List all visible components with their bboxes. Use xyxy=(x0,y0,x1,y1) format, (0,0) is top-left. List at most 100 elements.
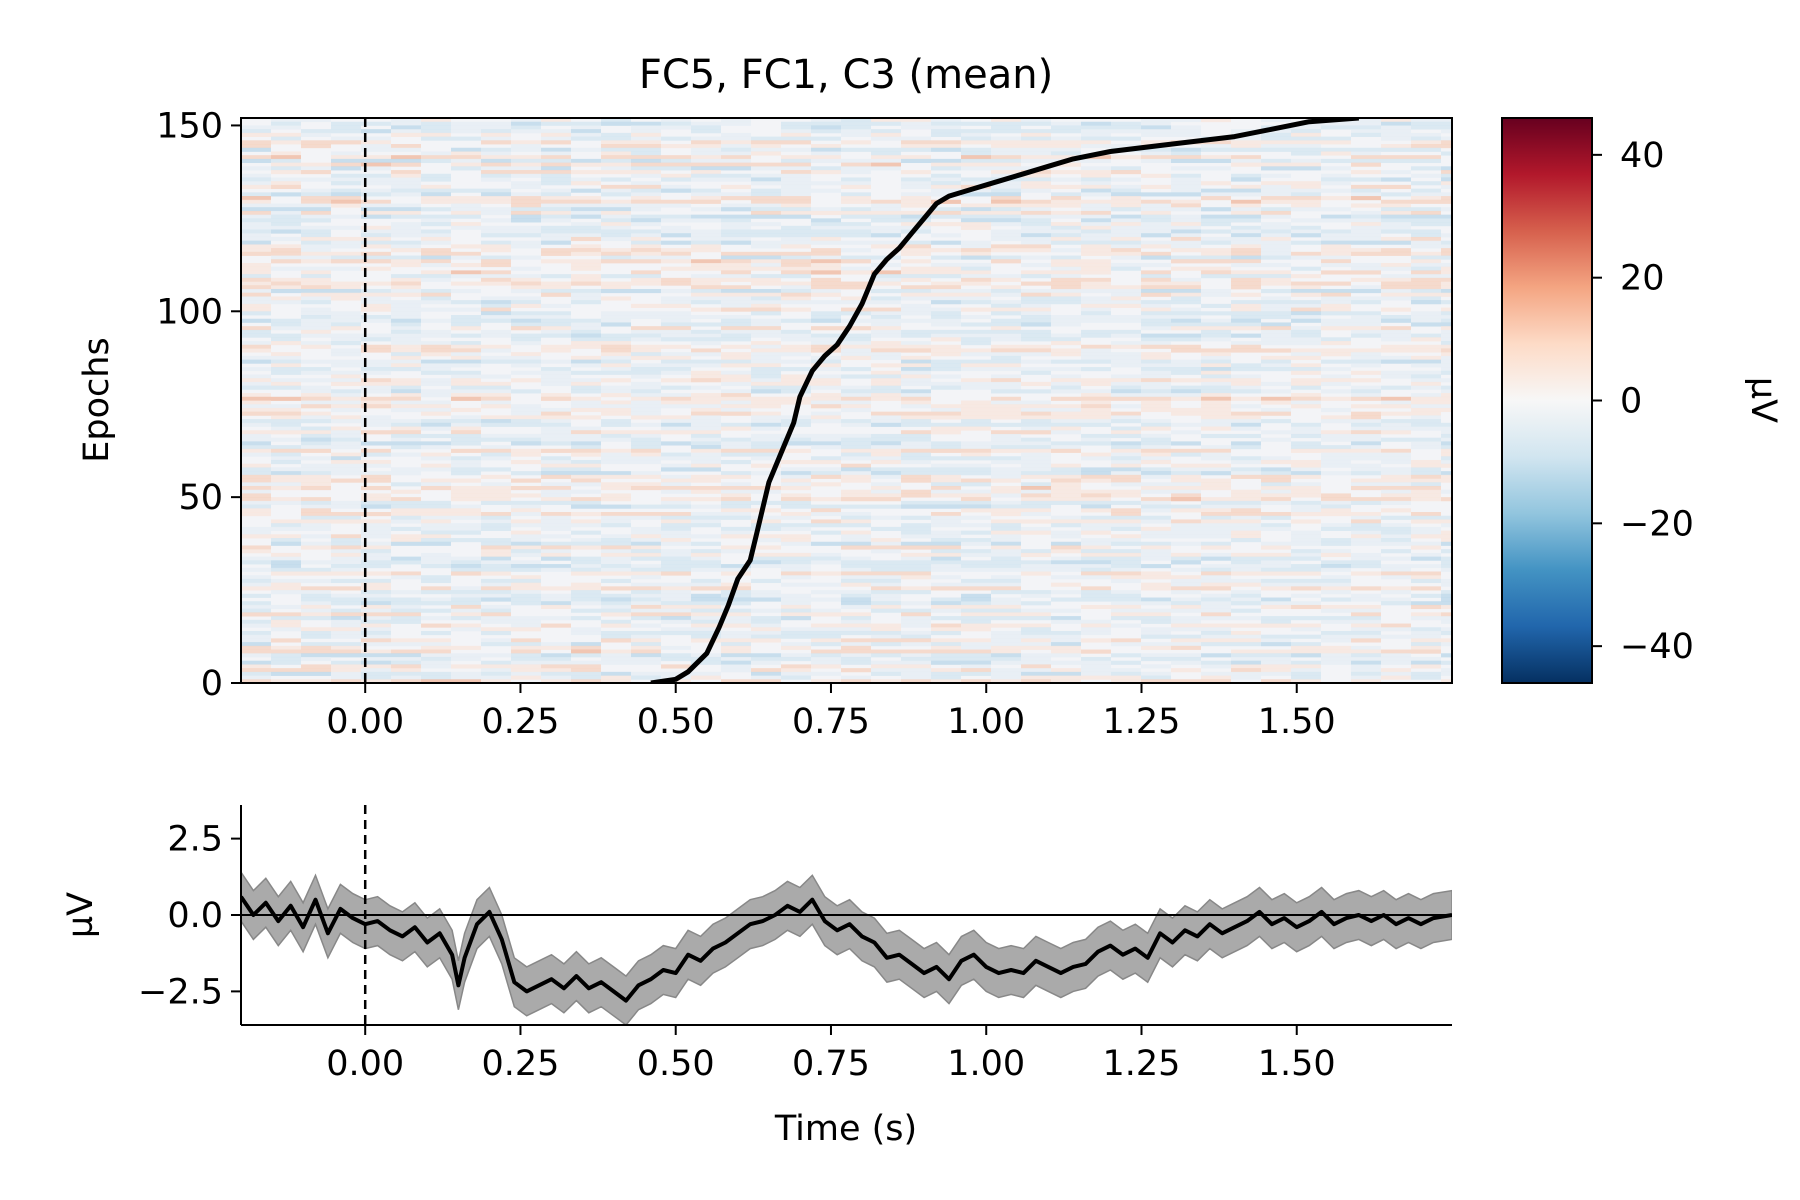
heatmap-cell xyxy=(541,545,571,550)
heatmap-cell xyxy=(301,322,331,327)
heatmap-cell xyxy=(901,493,931,498)
heatmap-cell xyxy=(391,355,421,361)
heatmap-cell xyxy=(961,478,991,483)
heatmap-cell xyxy=(1351,222,1381,227)
heatmap-cell xyxy=(1051,162,1081,167)
heatmap-cell xyxy=(1171,363,1201,368)
heatmap-cell xyxy=(451,504,481,509)
heatmap-cell xyxy=(1141,151,1171,156)
heatmap-cell xyxy=(1321,419,1351,424)
heatmap-cell xyxy=(1021,129,1051,134)
heatmap-cell xyxy=(1351,500,1381,505)
heatmap-cell xyxy=(241,474,271,479)
heatmap-cell xyxy=(661,218,691,223)
heatmap-cell xyxy=(1291,586,1321,591)
heatmap-cell xyxy=(301,586,331,591)
heatmap-cell xyxy=(781,170,811,175)
heatmap-cell xyxy=(1231,656,1261,662)
heatmap-cell xyxy=(481,296,511,301)
heatmap-cell xyxy=(1351,203,1381,208)
heatmap-cell xyxy=(751,274,781,279)
heatmap-cell xyxy=(841,192,871,197)
heatmap-cell xyxy=(901,489,931,494)
heatmap-cell xyxy=(1351,311,1381,316)
heatmap-cell xyxy=(301,534,331,539)
heatmap-cell xyxy=(1051,534,1081,539)
heatmap-cell xyxy=(481,303,511,308)
heatmap-cell xyxy=(631,344,661,349)
heatmap-cell xyxy=(1021,292,1051,297)
heatmap-cell xyxy=(721,132,751,137)
heatmap-cell xyxy=(241,155,271,160)
heatmap-cell xyxy=(931,519,961,524)
heatmap-cell xyxy=(631,430,661,435)
heatmap-cell xyxy=(811,218,841,223)
heatmap-cell xyxy=(691,218,721,223)
heatmap-cell xyxy=(421,541,451,546)
heatmap-cell xyxy=(1201,288,1231,294)
heatmap-cell xyxy=(1351,285,1381,290)
heatmap-cell xyxy=(481,121,511,126)
heatmap-cell xyxy=(811,504,841,509)
heatmap-cell xyxy=(1111,303,1141,308)
heatmap-cell xyxy=(931,222,961,227)
heatmap-cell xyxy=(811,266,841,271)
heatmap-cell xyxy=(1291,136,1321,141)
heatmap-cell xyxy=(451,623,481,628)
heatmap-cell xyxy=(241,181,271,186)
heatmap-cell xyxy=(421,218,451,223)
heatmap-cell xyxy=(991,158,1021,164)
heatmap-cell xyxy=(691,567,721,572)
heatmap-cell xyxy=(991,381,1021,387)
heatmap-cell xyxy=(1381,144,1411,149)
heatmap-cell xyxy=(361,630,391,636)
heatmap-cell xyxy=(961,538,991,543)
heatmap-cell xyxy=(511,121,541,126)
heatmap-cell xyxy=(271,485,301,491)
heatmap-cell xyxy=(661,452,691,457)
heatmap-cell xyxy=(871,244,901,249)
heatmap-cell xyxy=(1381,318,1411,323)
heatmap-cell xyxy=(1111,642,1141,647)
heatmap-cell xyxy=(691,463,721,468)
heatmap-cell xyxy=(391,207,421,212)
heatmap-cell xyxy=(361,597,391,602)
heatmap-cell xyxy=(391,467,421,472)
heatmap-cell xyxy=(1171,177,1201,182)
heatmap-cell xyxy=(1051,259,1081,264)
heatmap-cell xyxy=(541,471,571,476)
heatmap-cell xyxy=(331,601,361,606)
heatmap-cell xyxy=(631,538,661,543)
heatmap-cell xyxy=(1441,355,1452,361)
heatmap-cell xyxy=(721,270,751,275)
heatmap-cell xyxy=(901,500,931,505)
heatmap-cell xyxy=(841,489,871,494)
heatmap-cell xyxy=(871,623,901,628)
heatmap-cell xyxy=(781,627,811,632)
heatmap-cell xyxy=(361,448,391,453)
heatmap-cell xyxy=(421,359,451,364)
x-tick-label: 1.50 xyxy=(1258,702,1336,742)
heatmap-cell xyxy=(1411,552,1441,558)
heatmap-cell xyxy=(271,251,301,256)
heatmap-cell xyxy=(1141,374,1171,379)
heatmap-cell xyxy=(841,474,871,479)
heatmap-cell xyxy=(241,166,271,171)
heatmap-cell xyxy=(931,656,961,662)
heatmap-cell xyxy=(691,564,721,569)
heatmap-cell xyxy=(1141,396,1171,401)
heatmap-cell xyxy=(751,660,781,665)
heatmap-cell xyxy=(1381,400,1411,405)
heatmap-cell xyxy=(931,601,961,606)
heatmap-cell xyxy=(271,266,301,271)
heatmap-cell xyxy=(1351,225,1381,230)
heatmap-cell xyxy=(811,590,841,595)
heatmap-cell xyxy=(481,660,511,665)
heatmap-cell xyxy=(391,300,421,305)
heatmap-cell xyxy=(361,303,391,308)
heatmap-cell xyxy=(661,422,691,427)
heatmap-cell xyxy=(781,251,811,256)
heatmap-cell xyxy=(1081,668,1111,673)
heatmap-cell xyxy=(571,396,601,401)
heatmap-cell xyxy=(901,467,931,472)
